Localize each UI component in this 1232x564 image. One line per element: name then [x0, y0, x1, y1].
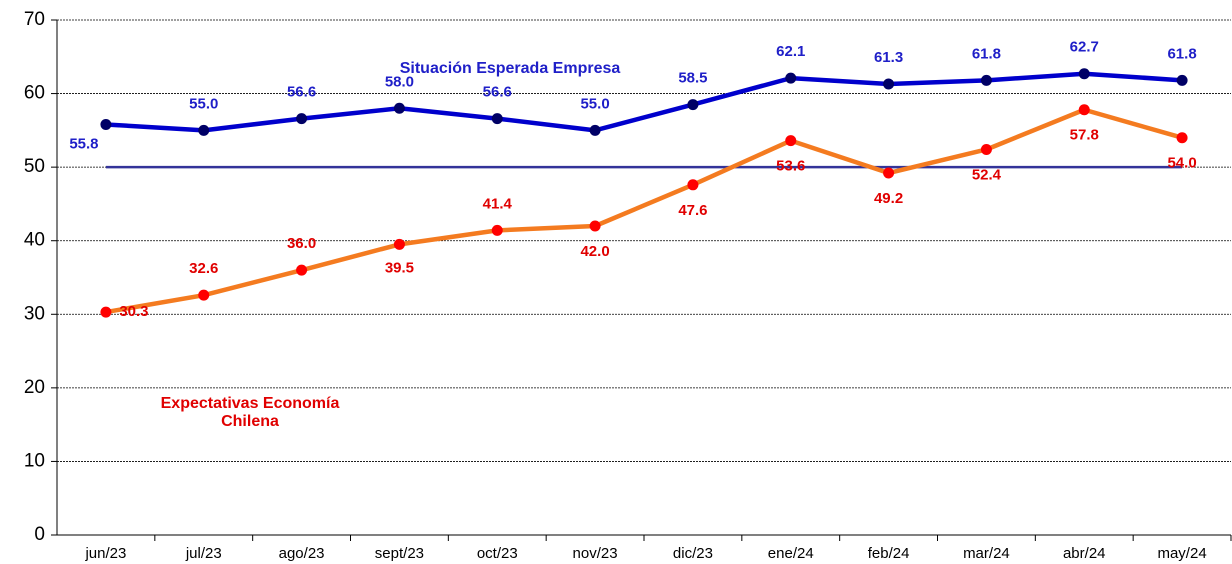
marker	[198, 124, 210, 136]
data-label: 36.0	[287, 235, 316, 252]
data-label: 55.8	[69, 135, 98, 152]
data-label: 61.3	[874, 49, 903, 66]
data-label: 32.6	[189, 260, 218, 277]
marker	[785, 72, 797, 84]
marker	[393, 102, 405, 114]
data-label: 61.8	[1167, 45, 1196, 62]
marker	[883, 167, 895, 179]
x-tick-label: ene/24	[768, 545, 814, 562]
data-label: 30.3	[119, 303, 148, 320]
series-label: Expectativas Economía Chilena	[160, 395, 340, 430]
y-tick-label: 60	[24, 83, 45, 104]
y-tick-label: 40	[24, 230, 45, 251]
marker	[491, 113, 503, 125]
y-tick-label: 0	[34, 524, 45, 545]
marker	[687, 99, 699, 111]
marker	[589, 220, 601, 232]
marker	[1078, 104, 1090, 116]
x-tick-label: abr/24	[1063, 545, 1106, 562]
x-tick-label: ago/23	[279, 545, 325, 562]
marker	[393, 238, 405, 250]
data-label: 62.1	[776, 43, 805, 60]
y-tick-label: 20	[24, 377, 45, 398]
data-label: 56.6	[287, 84, 316, 101]
marker	[1176, 132, 1188, 144]
y-tick-label: 10	[24, 450, 45, 471]
marker	[980, 143, 992, 155]
data-label: 41.4	[483, 195, 513, 212]
marker	[687, 179, 699, 191]
data-label: 39.5	[385, 259, 414, 276]
x-tick-label: mar/24	[963, 545, 1010, 562]
data-label: 55.0	[189, 95, 218, 112]
marker	[198, 289, 210, 301]
data-label: 58.5	[678, 70, 707, 87]
marker	[296, 113, 308, 125]
series-line	[105, 71, 1183, 133]
marker	[491, 224, 503, 236]
x-tick-label: nov/23	[573, 545, 618, 562]
x-tick-label: sept/23	[375, 545, 424, 562]
data-label: 57.8	[1070, 127, 1099, 144]
y-tick-label: 30	[24, 303, 45, 324]
data-label: 56.6	[483, 84, 512, 101]
data-label: 55.0	[580, 95, 609, 112]
data-label: 49.2	[874, 190, 903, 207]
series-line	[105, 107, 1183, 315]
marker	[1078, 68, 1090, 80]
x-tick-label: feb/24	[868, 545, 910, 562]
data-label: 42.0	[580, 243, 609, 260]
x-tick-label: jun/23	[84, 545, 126, 562]
y-tick-label: 50	[24, 156, 45, 177]
marker	[883, 78, 895, 90]
x-tick-label: oct/23	[477, 545, 518, 562]
x-tick-label: dic/23	[673, 545, 713, 562]
data-label: 58.0	[385, 73, 414, 90]
x-tick-label: may/24	[1157, 545, 1206, 562]
data-label: 54.0	[1167, 155, 1196, 172]
data-label: 61.8	[972, 45, 1001, 62]
marker	[296, 264, 308, 276]
series-label: Situación Esperada Empresa	[399, 60, 621, 77]
data-label: 47.6	[678, 202, 707, 219]
marker	[100, 306, 112, 318]
marker	[1176, 74, 1188, 86]
marker	[589, 124, 601, 136]
data-label: 53.6	[776, 158, 805, 175]
marker	[100, 118, 112, 130]
y-tick-label: 70	[24, 9, 45, 30]
x-tick-label: jul/23	[185, 545, 222, 562]
marker	[980, 74, 992, 86]
data-label: 62.7	[1070, 39, 1099, 56]
marker	[785, 135, 797, 147]
data-label: 52.4	[972, 166, 1002, 183]
